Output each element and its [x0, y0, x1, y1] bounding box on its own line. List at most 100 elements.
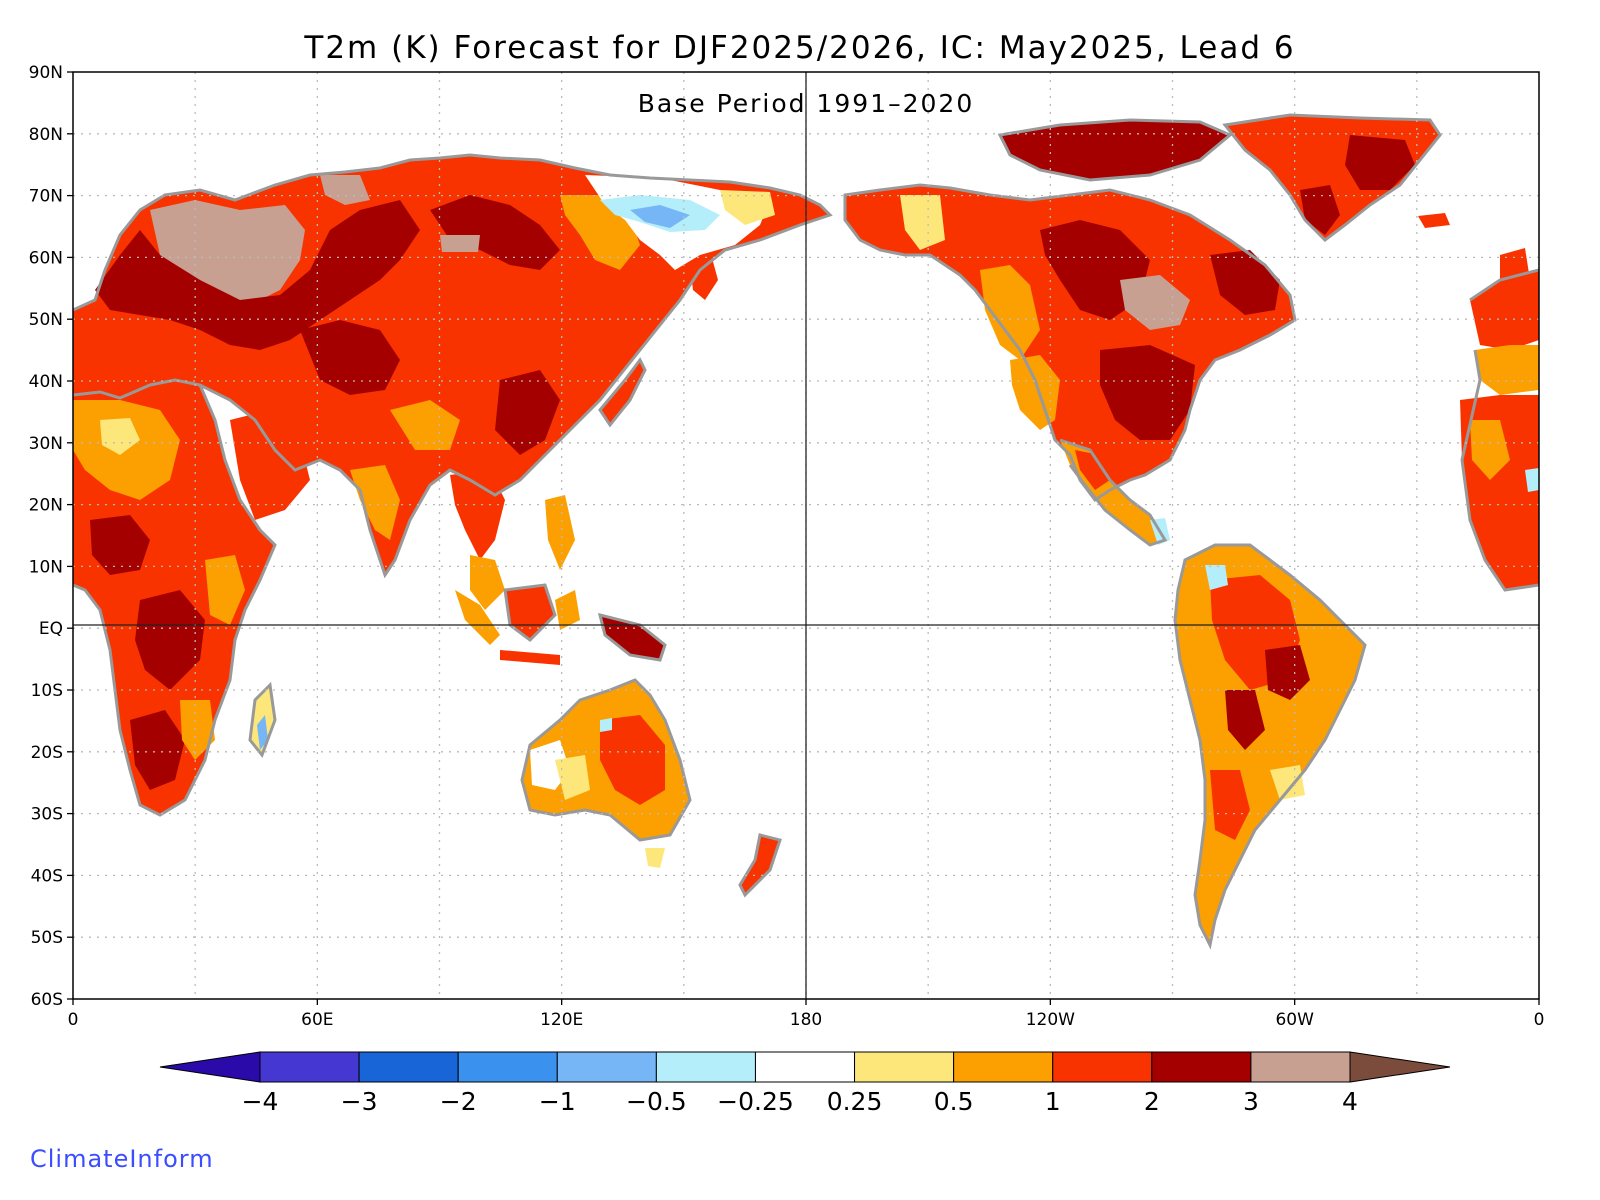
anomaly-greenland-s-3k [1300, 185, 1340, 235]
lat-tick-label: 50N [29, 310, 63, 330]
credit-label: ClimateInform [30, 1145, 214, 1173]
map-title: T2m (K) Forecast for DJF2025/2026, IC: M… [303, 30, 1295, 66]
coast-africa [73, 384, 277, 817]
land-arctic-archipelago [1000, 120, 1230, 180]
coast-borneo [503, 583, 557, 642]
anomaly-russia-4k-b [440, 235, 480, 252]
colorbar: −4 −3 −2 −1 −0.5 −0.25 0.25 0.5 1 2 3 4 [159, 1051, 1451, 1116]
anomaly-w-us-1k [1010, 355, 1060, 430]
colorbar-swatch [1151, 1051, 1252, 1083]
lat-tick-label: 30N [29, 434, 63, 454]
coast-new-zealand [738, 833, 782, 898]
coast-japan [598, 357, 647, 428]
anomaly-se-africa-1k [180, 700, 215, 760]
colorbar-label: −1 [539, 1087, 576, 1116]
colorbar-min-arrow [159, 1051, 261, 1083]
land-iberia-edge [1475, 345, 1539, 395]
coastlines [73, 113, 1539, 950]
lon-tick-label: 60E [301, 1010, 333, 1030]
colorbar-label: −3 [341, 1087, 378, 1116]
colorbar-label: 0.25 [827, 1087, 883, 1116]
land-sumatra [455, 590, 500, 645]
anomaly-quebec-3k [1210, 250, 1280, 315]
lon-tick-label: 0 [68, 1010, 79, 1030]
lat-tick-label: 40N [29, 372, 63, 392]
land-new-zealand [740, 835, 780, 895]
land-java [500, 650, 560, 665]
colorbar-swatch [953, 1051, 1054, 1083]
lon-tick-label: 120E [540, 1010, 583, 1030]
lon-tick-label: 120W [1026, 1010, 1075, 1030]
lat-tick-label: 40S [31, 866, 63, 886]
coast-arctic-archipelago [997, 118, 1233, 182]
colorbar-label: 3 [1243, 1087, 1259, 1116]
colorbar-max-arrow [1349, 1051, 1451, 1083]
colorbar-swatch [358, 1051, 459, 1083]
colorbar-swatch [854, 1051, 955, 1083]
land-uk-edge [1500, 248, 1530, 295]
anomaly-europe-4k [150, 200, 305, 305]
colorbar-label: 0.5 [934, 1087, 974, 1116]
lat-tick-label: 60N [29, 248, 63, 268]
coast-north-america [843, 183, 1297, 503]
anomaly-australia-w-05k [555, 755, 590, 800]
anomaly-w-canada-1k [980, 265, 1040, 360]
anomaly-fields [73, 115, 1539, 945]
anomaly-e-us-3k [1100, 345, 1195, 440]
land-philippines [545, 495, 575, 570]
anomaly-alaska-05k [900, 195, 945, 250]
anomaly-tibet-1k [390, 400, 460, 450]
anomaly-madagascar-neg05k [257, 715, 268, 750]
lat-tick-label: 20N [29, 496, 63, 516]
latitude-axis: 90N 80N 70N 60N 50N 40N 30N 20N 10N EQ 10S 20S 30S 40… [29, 63, 73, 1010]
lat-tick-label: 80N [29, 125, 63, 145]
map-subtitle: Base Period 1991–2020 [638, 89, 974, 118]
coast-madagascar [248, 681, 277, 759]
lat-tick-label: 90N [29, 63, 63, 83]
lon-tick-label: 0 [1534, 1010, 1545, 1030]
anomaly-chukotka-05k [720, 190, 775, 225]
land-iceland [1418, 213, 1450, 228]
anomaly-australia-2k [600, 715, 665, 805]
colorbar-swatch [655, 1051, 756, 1083]
colorbar-label: −0.25 [717, 1087, 794, 1116]
anomaly-central-africa-3k [135, 590, 205, 690]
land-japan [600, 360, 645, 425]
lat-tick-label: 10N [29, 557, 63, 577]
anomaly-sahel-3k [90, 515, 150, 575]
land-tasmania [645, 848, 665, 868]
lat-tick-label: 50S [31, 928, 63, 948]
land-new-guinea [600, 615, 665, 660]
colorbar-label: 2 [1144, 1087, 1160, 1116]
lat-tick-label: 60S [31, 990, 63, 1010]
colorbar-swatch [556, 1051, 657, 1083]
anomaly-brazil-3k [1265, 645, 1310, 700]
map-plot-area: Base Period 1991–2020 [72, 71, 1540, 1000]
anomaly-siberia-3k [430, 195, 560, 270]
colorbar-swatch [457, 1051, 558, 1083]
anomaly-india-1k [350, 465, 400, 540]
anomaly-greenland-3k [1345, 135, 1415, 190]
longitude-axis: 0 60E 120E 180 120W 60W 0 [68, 999, 1545, 1030]
anomaly-argentina-2k [1210, 770, 1250, 840]
lon-tick-label: 180 [790, 1010, 822, 1030]
land-arabia [230, 410, 310, 520]
lat-tick-label: 70N [29, 187, 63, 207]
land-kamchatka [690, 258, 718, 300]
anomaly-china-3k [495, 370, 560, 455]
lat-tick-label: 30S [31, 805, 63, 825]
colorbar-label: −0.5 [626, 1087, 687, 1116]
anomaly-russia-4k [320, 175, 370, 205]
lat-tick-label: EQ [39, 619, 63, 639]
colorbar-label: 1 [1045, 1087, 1061, 1116]
anomaly-europe-3k [95, 200, 420, 350]
anomaly-e-africa-1k [205, 555, 245, 625]
land-malaysia [470, 555, 505, 610]
anomaly-nw-africa-edge-1k [1470, 420, 1510, 480]
anomaly-uruguay-05k [1270, 765, 1305, 800]
coast-south-america [1173, 543, 1367, 950]
lon-tick-label: 60W [1275, 1010, 1314, 1030]
colorbar-swatch [259, 1051, 360, 1083]
colorbar-label: −4 [242, 1087, 279, 1116]
